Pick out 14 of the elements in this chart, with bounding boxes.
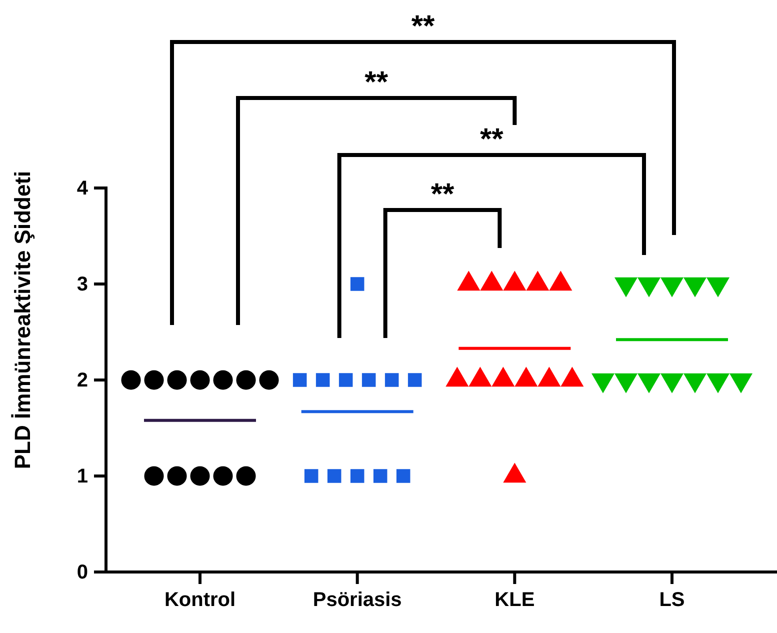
x-tick-label: LS — [659, 589, 685, 612]
x-tick-label: Psöriasis — [312, 589, 402, 612]
annotation: ** — [430, 178, 454, 211]
x-tick-label: Kontrol — [164, 589, 236, 612]
y-tick-label: 1 — [76, 465, 88, 488]
y-tick-label: 3 — [76, 273, 88, 296]
text: ** — [480, 123, 504, 156]
y-axis-title: PLD İmmünreaktivite Şiddeti — [10, 170, 35, 470]
y-tick-label: 4 — [76, 177, 89, 200]
text: ** — [411, 10, 435, 43]
text: ** — [364, 66, 388, 99]
y-tick-label: 2 — [76, 369, 88, 392]
x-tick-label: KLE — [494, 589, 535, 612]
y-tick-label: 0 — [76, 561, 88, 584]
